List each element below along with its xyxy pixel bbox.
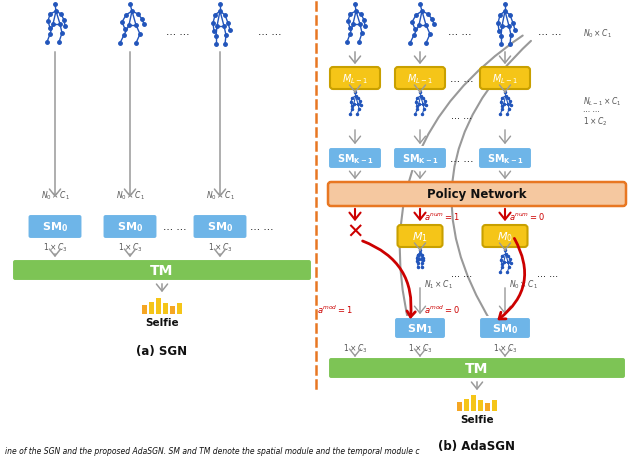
Text: $\mathbf{SM_{K-1}}$: $\mathbf{SM_{K-1}}$	[486, 152, 524, 166]
Text: $M_{L-1}$: $M_{L-1}$	[407, 72, 433, 86]
FancyBboxPatch shape	[330, 68, 380, 90]
Text: $\mathbf{SM_{K-1}}$: $\mathbf{SM_{K-1}}$	[337, 152, 373, 166]
Bar	[163, 303, 168, 314]
Text: ... ...: ... ...	[583, 105, 600, 114]
FancyBboxPatch shape	[483, 225, 527, 247]
Text: $M_{L-1}$: $M_{L-1}$	[492, 72, 518, 86]
Bar	[492, 400, 497, 411]
Bar	[485, 403, 490, 411]
Text: ... ...: ... ...	[250, 222, 274, 232]
Text: $\mathbf{SM_0}$: $\mathbf{SM_0}$	[492, 321, 518, 335]
FancyBboxPatch shape	[478, 148, 532, 170]
Text: $\mathbf{SM_{K-1}}$: $\mathbf{SM_{K-1}}$	[402, 152, 438, 166]
FancyBboxPatch shape	[102, 214, 157, 240]
Bar	[149, 302, 154, 314]
Text: $N_0\times C_1$: $N_0\times C_1$	[116, 189, 145, 202]
Text: $a^{num}=0$: $a^{num}=0$	[509, 211, 545, 222]
Text: TM: TM	[465, 361, 489, 375]
Text: (a) SGN: (a) SGN	[136, 344, 188, 357]
Text: $\mathbf{SM_0}$: $\mathbf{SM_0}$	[207, 220, 233, 234]
Text: $\mathbf{SM_0}$: $\mathbf{SM_0}$	[117, 220, 143, 234]
Bar	[177, 303, 182, 314]
FancyBboxPatch shape	[395, 68, 445, 90]
FancyBboxPatch shape	[28, 214, 83, 240]
FancyBboxPatch shape	[480, 68, 530, 90]
Bar	[464, 399, 469, 411]
Text: $N_0\times C_1$: $N_0\times C_1$	[583, 27, 612, 39]
FancyBboxPatch shape	[328, 183, 626, 207]
Text: $M_1$: $M_1$	[412, 230, 428, 243]
FancyBboxPatch shape	[393, 148, 447, 170]
FancyBboxPatch shape	[328, 357, 626, 379]
FancyBboxPatch shape	[394, 317, 446, 339]
FancyBboxPatch shape	[193, 214, 248, 240]
Text: ... ...: ... ...	[538, 269, 559, 279]
Text: $M_{L-1}$: $M_{L-1}$	[342, 72, 368, 86]
Text: ... ...: ... ...	[166, 27, 189, 37]
Text: ... ...: ... ...	[451, 111, 472, 121]
Text: $M_0$: $M_0$	[497, 230, 513, 243]
Text: $a^{mod}=0$: $a^{mod}=0$	[424, 303, 460, 315]
Text: $a^{num}=1$: $a^{num}=1$	[424, 211, 460, 222]
Text: Selfie: Selfie	[460, 414, 494, 424]
Text: $N_0\times C_1$: $N_0\times C_1$	[40, 189, 70, 202]
Text: $\mathbf{SM_1}$: $\mathbf{SM_1}$	[407, 321, 433, 335]
Text: $1\times C_3$: $1\times C_3$	[118, 241, 142, 254]
Text: ✕: ✕	[346, 223, 364, 242]
Bar	[457, 402, 462, 411]
Text: $1\times C_3$: $1\times C_3$	[343, 342, 367, 355]
Text: $1\times C_3$: $1\times C_3$	[493, 342, 517, 355]
Text: ... ...: ... ...	[451, 154, 474, 164]
Text: ... ...: ... ...	[538, 27, 562, 37]
Text: ine of the SGN and the proposed AdaSGN. SM and TM denote the spatial module and : ine of the SGN and the proposed AdaSGN. …	[5, 446, 420, 455]
Text: $N_0\times C_1$: $N_0\times C_1$	[205, 189, 234, 202]
Text: ... ...: ... ...	[448, 27, 472, 37]
Bar	[170, 306, 175, 314]
Bar	[142, 305, 147, 314]
Text: $1\times C_3$: $1\times C_3$	[43, 241, 67, 254]
Text: $N_1\times C_1$: $N_1\times C_1$	[424, 279, 453, 291]
FancyBboxPatch shape	[12, 259, 312, 281]
Text: Selfie: Selfie	[145, 317, 179, 327]
FancyBboxPatch shape	[328, 148, 382, 170]
Text: ... ...: ... ...	[451, 269, 472, 279]
Text: $1\times C_2$: $1\times C_2$	[583, 115, 607, 127]
Bar	[156, 298, 161, 314]
Bar	[471, 395, 476, 411]
Text: $N_{L-1}\times C_1$: $N_{L-1}\times C_1$	[583, 95, 621, 107]
Text: ... ...: ... ...	[163, 222, 187, 232]
Text: $N_0\times C_1$: $N_0\times C_1$	[509, 279, 538, 291]
Text: $\mathbf{SM_0}$: $\mathbf{SM_0}$	[42, 220, 68, 234]
Text: $1\times C_3$: $1\times C_3$	[408, 342, 432, 355]
Text: ... ...: ... ...	[259, 27, 282, 37]
Text: ... ...: ... ...	[451, 74, 474, 84]
Text: TM: TM	[150, 263, 173, 277]
FancyBboxPatch shape	[397, 225, 442, 247]
Text: $a^{mod}=1$: $a^{mod}=1$	[317, 303, 353, 315]
Text: $1\times C_3$: $1\times C_3$	[208, 241, 232, 254]
Text: (b) AdaSGN: (b) AdaSGN	[438, 439, 515, 452]
Text: Policy Network: Policy Network	[428, 188, 527, 201]
Bar	[478, 400, 483, 411]
FancyBboxPatch shape	[479, 317, 531, 339]
